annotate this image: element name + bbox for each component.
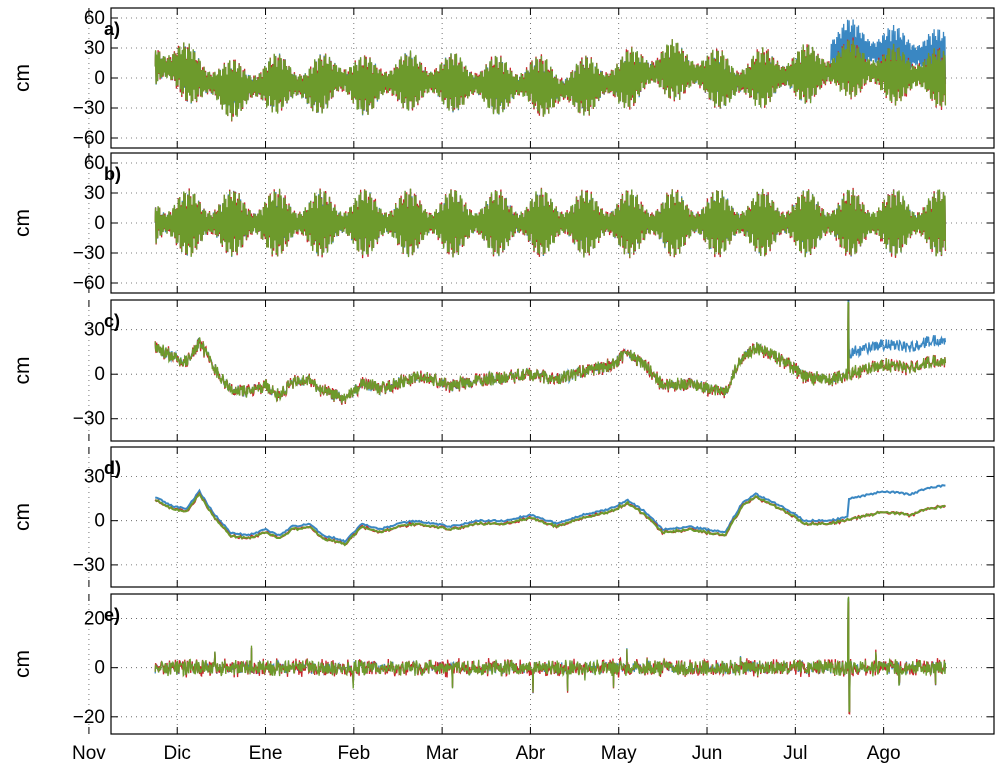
y-axis-label: cm [11, 503, 34, 531]
y-tick-label: 20 [84, 609, 105, 630]
panel-label: d) [104, 458, 121, 478]
panel-c: −30 0 30 cm c) [11, 299, 995, 442]
y-tick-label: 30 [84, 183, 105, 204]
x-tick-label: Jul [783, 743, 807, 764]
y-tick-label: −60 [73, 273, 105, 294]
y-tick-label: −30 [73, 409, 105, 430]
x-tick-label: Dic [163, 743, 190, 764]
y-tick-label: 30 [84, 38, 105, 59]
series-green-line [155, 491, 946, 547]
series-green-line [154, 301, 947, 404]
y-axis-label: cm [11, 357, 34, 385]
panel-b: −60 −30 0 30 60 cm b) [11, 152, 995, 294]
y-tick-label: −30 [73, 98, 105, 119]
series-blue-line [155, 484, 946, 544]
series-green-line [154, 188, 947, 258]
x-tick-label: Jun [692, 743, 723, 764]
axes-frame [110, 446, 995, 588]
panel-label: b) [104, 164, 121, 184]
y-tick-label: 30 [84, 466, 105, 487]
x-tick-label: Nov [72, 743, 106, 764]
y-axis-label: cm [11, 64, 34, 92]
series-green-line [154, 596, 947, 713]
y-tick-label: 0 [94, 658, 105, 679]
series-green-line [154, 39, 947, 121]
y-tick-label: 30 [84, 320, 105, 341]
x-tick-label: Ene [249, 743, 283, 764]
y-axis-label: cm [11, 650, 34, 678]
panel-e: −20 0 20 cm e) [11, 593, 995, 735]
x-tick-label: May [601, 743, 637, 764]
panel-label: c) [104, 311, 120, 331]
y-tick-label: −20 [73, 707, 105, 728]
axes-frame [110, 593, 995, 735]
y-tick-label: 60 [84, 153, 105, 174]
panel-label: a) [104, 19, 120, 39]
y-tick-label: 60 [84, 8, 105, 29]
x-tick-label: Abr [516, 743, 546, 764]
x-tick-label: Feb [337, 743, 370, 764]
series-blue-line [154, 598, 947, 713]
y-tick-label: 0 [94, 511, 105, 532]
y-tick-label: 0 [94, 68, 105, 89]
y-tick-label: 0 [94, 213, 105, 234]
y-tick-label: −60 [73, 128, 105, 149]
axes-frame [110, 299, 995, 442]
y-tick-label: −30 [73, 555, 105, 576]
y-tick-label: −30 [73, 243, 105, 264]
y-tick-label: 0 [94, 364, 105, 385]
panel-d: −30 0 30 cm d) [11, 446, 995, 588]
x-tick-label: Mar [426, 743, 459, 764]
x-tick-label: Ago [867, 743, 901, 764]
y-axis-label: cm [11, 209, 34, 237]
panel-a: −60 −30 0 30 60 cm a) [11, 7, 995, 149]
panel-label: e) [104, 605, 120, 625]
series-red-line [154, 302, 947, 405]
